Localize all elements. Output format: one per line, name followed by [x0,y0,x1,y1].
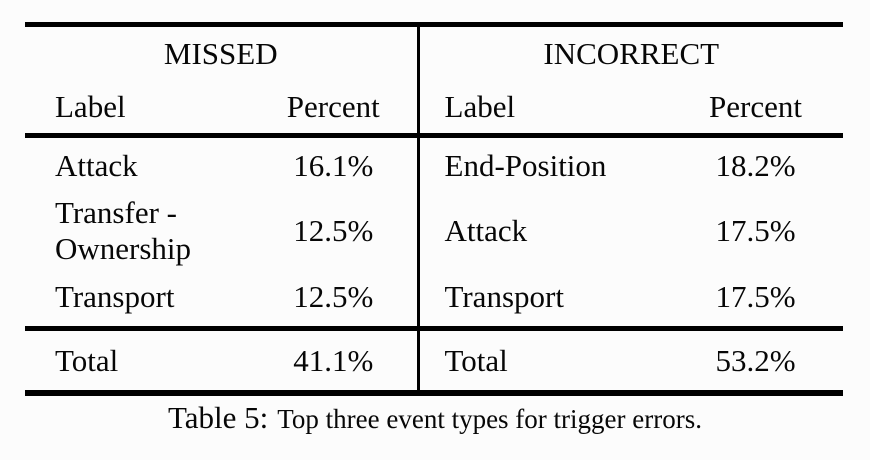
missed-percent-cell: 16.1% [250,135,420,193]
incorrect-percent-cell: 17.5% [715,212,796,248]
missed-group-header: MISSED [25,24,420,80]
incorrect-percent-cell: 17.5% [715,279,796,314]
missed-percent-cell: 12.5% [250,268,420,329]
caption-text: Top three event types for trigger errors… [277,404,702,434]
table-caption: Table 5: Top three event types for trigge… [0,400,870,436]
missed-percent-column-header: Percent [250,80,420,138]
missed-total-percent-cell: 41.1% [250,326,420,393]
missed-label-cell: Transfer - Ownership [55,194,192,266]
missed-total-label-cell: Total [25,326,250,393]
incorrect-label-column-header: Label [418,80,669,138]
table-area: MISSED INCORRECT Label Percent Label Per… [25,22,844,396]
column-header-row: Label Percent Label Percent [25,80,844,138]
incorrect-group-header: INCORRECT [543,35,720,71]
incorrect-percent-column-header: Percent [668,80,844,138]
incorrect-label-cell: Transport [444,279,564,314]
group-header-row: MISSED INCORRECT [25,24,843,80]
missed-label-cell: Transport [55,279,175,314]
incorrect-label-cell: Attack [444,212,528,248]
missed-label-column-header: Label [25,80,250,138]
trigger-errors-table: MISSED INCORRECT Label Percent Label Per… [25,22,844,396]
total-row: Total 41.1% Total 53.2% [25,326,844,393]
missed-label-cell: Attack [55,147,138,183]
incorrect-percent-cell: 18.2% [715,147,796,183]
caption-label: Table 5: [168,400,269,435]
incorrect-label-cell: End-Position [444,147,607,183]
missed-percent-cell: 12.5% [250,193,420,268]
incorrect-total-percent-cell: 53.2% [668,326,844,393]
table-row: Transport 12.5% Transport 17.5% [25,268,843,329]
table-row: Attack 16.1% End-Position 18.2% [25,135,843,193]
incorrect-total-label-cell: Total [418,326,669,393]
table-row: Transfer - Ownership 12.5% Attack 17.5% [25,193,843,268]
